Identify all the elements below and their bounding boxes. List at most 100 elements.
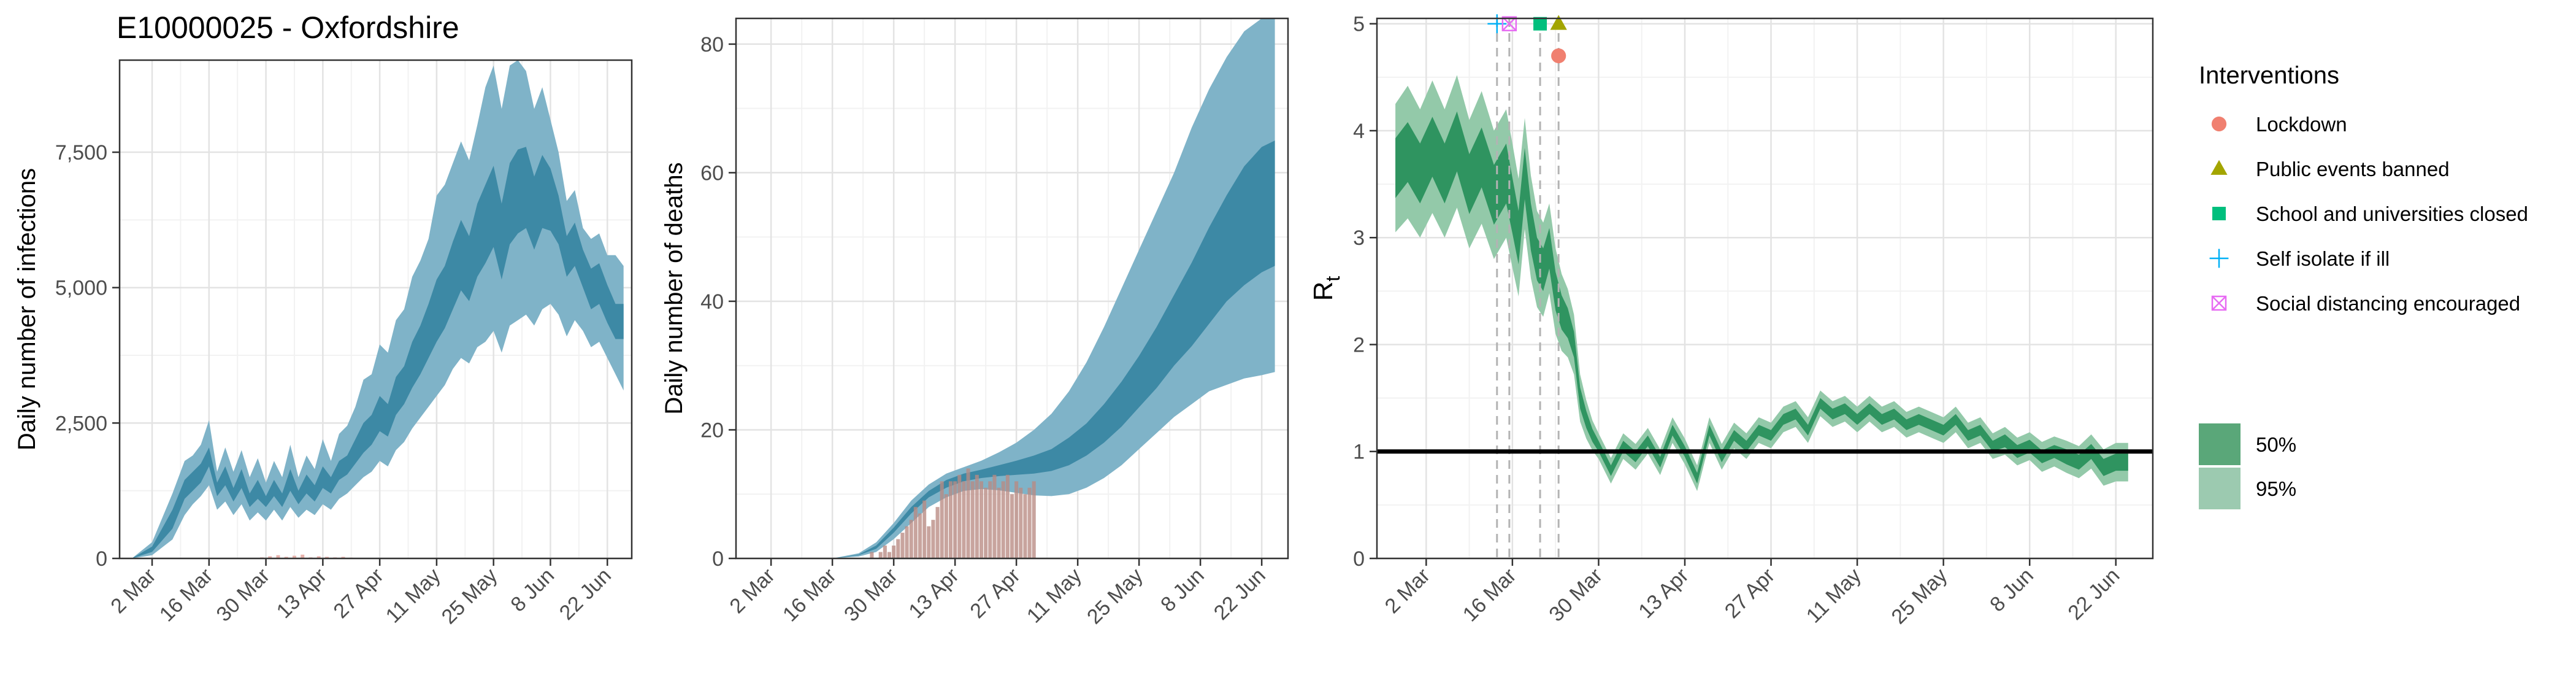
y-axis: 0 2,500 5,000 7,500 (55, 141, 120, 571)
x-tick-label: 25 May (1887, 564, 1952, 629)
ci95-band (832, 18, 1275, 558)
y-axis: 0 20 40 60 80 (700, 33, 736, 571)
y-axis-label: Rt (1308, 276, 1344, 301)
observed-bar (1023, 494, 1027, 558)
observed-bar (909, 520, 913, 558)
legend-swatch (2199, 423, 2241, 465)
x-tick-label: 2 Mar (106, 564, 160, 618)
observed-bar (966, 468, 970, 558)
observed-bar (979, 481, 984, 558)
legend-item: Social distancing encouraged (2211, 292, 2520, 315)
observed-bar (341, 557, 345, 558)
observed-bar (905, 526, 909, 558)
legend-item: Self isolate if ill (2209, 247, 2390, 270)
observed-bar (1019, 487, 1023, 558)
ci50-band (131, 147, 624, 558)
observed-bar (931, 520, 935, 558)
observed-bar (870, 552, 874, 558)
ci50-band (1395, 111, 2128, 484)
observed-bar (324, 557, 329, 558)
y-axis-label: Daily number of deaths (661, 162, 688, 414)
boxx-box (1501, 16, 1517, 31)
observed-bar (1005, 474, 1010, 558)
observed-bar (940, 481, 944, 558)
observed-bar (970, 481, 975, 558)
observed-bar (284, 557, 288, 558)
y-tick-label: 7,500 (55, 141, 107, 164)
observed-bar (878, 552, 883, 558)
observed-bar (957, 474, 962, 558)
intervention-marker (1533, 17, 1547, 31)
x-tick-label: 27 Apr (329, 564, 388, 623)
x-tick-label: 13 Apr (272, 564, 331, 623)
plot-border (1376, 17, 2154, 560)
observed-bar (948, 481, 953, 558)
legend-interval: 95% (2199, 468, 2296, 509)
rt-panel: 2 Mar 16 Mar 30 Mar 13 Apr 27 Apr 11 May 25 Ma… (1308, 13, 2154, 629)
observed-bar (1001, 481, 1005, 558)
x-tick-label: 8 Jun (506, 564, 559, 617)
x-tick-label: 11 May (1802, 564, 1866, 628)
observed-bar (268, 556, 272, 558)
observed-bar (984, 487, 988, 558)
y-tick-label: 80 (700, 33, 724, 56)
y-tick-label: 40 (700, 290, 724, 314)
x-tick-label: 30 Mar (1544, 564, 1607, 627)
y-tick-label: 20 (700, 419, 724, 442)
legend-item-label: Lockdown (2256, 113, 2347, 136)
x-tick-label: 16 Mar (155, 564, 218, 627)
intervention-marker (1551, 48, 1566, 64)
legend-item-label: Social distancing encouraged (2256, 292, 2520, 315)
x-tick-label: 13 Apr (1634, 564, 1693, 623)
observed-bar (883, 546, 887, 558)
page-title: E10000025 - Oxfordshire (117, 10, 459, 45)
observed-bar (1032, 481, 1036, 558)
observed-bar (900, 533, 905, 558)
boxx-x2 (2212, 296, 2226, 311)
observed-bar (962, 481, 966, 558)
observed-bar (276, 555, 280, 558)
observed-bar (896, 539, 900, 558)
x-tick-label: 8 Jun (1156, 564, 1209, 617)
x-tick-label: 25 May (1083, 564, 1148, 629)
legend-marker (2209, 249, 2229, 268)
legend-item-label: Self isolate if ill (2256, 247, 2390, 270)
observed-bar (975, 474, 979, 558)
observed-bar (953, 481, 957, 558)
plot-border (118, 59, 633, 560)
x-tick-label: 27 Apr (965, 564, 1024, 623)
x-tick-label: 22 Jun (555, 564, 616, 625)
y-tick-label: 0 (1353, 547, 1365, 571)
x-tick-label: 13 Apr (904, 564, 963, 623)
observed-bar (1014, 481, 1019, 558)
y-tick-label: 3 (1353, 226, 1365, 250)
plot-border (735, 17, 1289, 560)
x-tick-label: 22 Jun (2063, 564, 2124, 625)
plot-area (832, 18, 1275, 558)
y-tick-label: 5 (1353, 13, 1365, 36)
y-tick-label: 1 (1353, 441, 1365, 464)
intervention-marker (1501, 16, 1517, 31)
y-tick-label: 0 (712, 547, 724, 571)
x-tick-label: 11 May (381, 564, 445, 628)
x-tick-label: 25 May (437, 564, 502, 629)
x-tick-label: 27 Apr (1720, 564, 1779, 623)
intervention-lines (1496, 18, 1560, 558)
x-tick-label: 16 Mar (778, 564, 841, 627)
legend-items: Lockdown Public events banned School and u… (2209, 113, 2528, 315)
plot-area (131, 60, 624, 558)
legend-item: Lockdown (2211, 113, 2347, 136)
y-tick-label: 4 (1353, 120, 1365, 143)
y-axis-label-main: R (1308, 282, 1338, 301)
x-axis: 2 Mar 16 Mar 30 Mar 13 Apr 27 Apr 11 May 25 Ma… (1381, 558, 2124, 629)
observed-bar (1027, 487, 1032, 558)
legend-item-label: Public events banned (2256, 158, 2450, 180)
observed-bars (870, 468, 1036, 558)
observed-bar (997, 487, 1001, 558)
legend-item-label: School and universities closed (2256, 203, 2528, 225)
ci50-band (832, 141, 1275, 558)
observed-bar (913, 507, 918, 558)
y-axis: 0 1 2 3 4 5 (1353, 13, 1377, 571)
